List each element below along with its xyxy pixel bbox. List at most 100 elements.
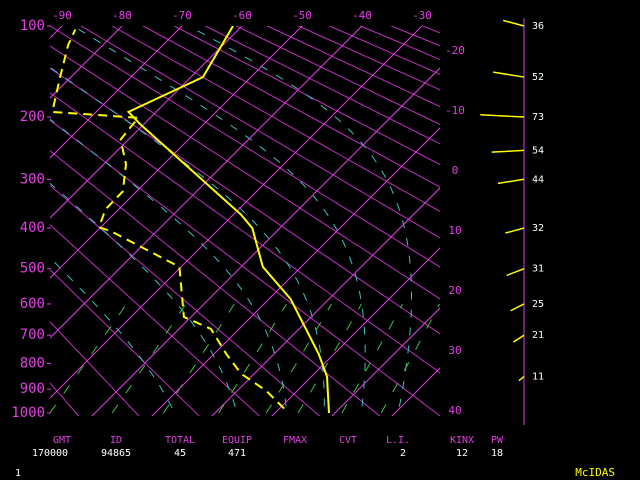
index-label: GMT [53, 435, 71, 446]
isotherm-label: -20 [445, 44, 465, 57]
index-label: L.I. [386, 435, 410, 446]
dry-adiabat [422, 14, 640, 425]
wind-barb [480, 114, 525, 118]
isotherm-label: -50 [292, 9, 312, 22]
wind-speed-label: 25 [532, 299, 544, 310]
wind-barb [518, 375, 525, 382]
y-tick-label: 400 [20, 220, 45, 236]
dewpoint-profile [51, 29, 285, 410]
dry-adiabat [80, 26, 440, 239]
index-label: PW [491, 435, 504, 446]
isotherm-label: 10 [448, 224, 461, 237]
index-label: FMAX [283, 435, 307, 446]
index-value: 45 [174, 448, 186, 459]
isotherm [50, 26, 423, 399]
isotherm [50, 26, 243, 219]
isotherm [50, 26, 63, 39]
y-tick-label: 500 [20, 261, 45, 277]
wind-speed-label: 54 [532, 145, 544, 156]
isotherm-label: 20 [448, 284, 461, 297]
isotherm [50, 26, 123, 99]
wind-speed-label: 32 [532, 223, 544, 234]
dry-adiabat [50, 150, 381, 416]
isotherm [50, 26, 303, 279]
dry-adiabat [50, 119, 440, 416]
isotherm [391, 367, 440, 416]
temperature-profile [126, 26, 330, 414]
dry-adiabat [142, 26, 440, 188]
isotherm-label: 40 [448, 404, 461, 417]
dry-adiabat [50, 92, 440, 374]
index-value: 94865 [101, 448, 131, 459]
isotherm [50, 26, 183, 159]
y-tick-label: 200 [20, 109, 45, 125]
moist-adiabat [73, 26, 366, 416]
wind-barb [513, 334, 525, 343]
wind-speed-label: 31 [532, 264, 544, 275]
dry-adiabat [50, 382, 80, 416]
isotherm-label: -30 [412, 9, 432, 22]
index-value: 2 [400, 448, 406, 459]
wind-speed-label: 11 [532, 372, 544, 383]
mixing-ratio-line [297, 303, 362, 414]
product-name: McIDAS [575, 466, 615, 479]
mixing-ratio-line [163, 303, 235, 414]
dry-adiabat [50, 321, 140, 416]
mixing-ratio-line [265, 303, 332, 414]
wind-speed-label: 73 [532, 112, 544, 123]
index-label: EQUIP [222, 435, 252, 446]
mixing-ratio-line [218, 303, 287, 414]
wind-barb [505, 227, 525, 234]
index-label: CVT [339, 435, 357, 446]
index-value: 18 [491, 448, 503, 459]
index-value: 12 [456, 448, 468, 459]
index-label: ID [110, 435, 122, 446]
wind-barb [502, 19, 525, 27]
dry-adiabat [204, 26, 440, 145]
index-value: 471 [228, 448, 246, 459]
wind-barb [506, 268, 525, 277]
dry-adiabat [297, 26, 440, 91]
page-number: 1 [15, 468, 21, 479]
dry-adiabat [173, 26, 440, 166]
isotherm [91, 67, 440, 416]
isotherm [151, 127, 440, 416]
isotherm [271, 247, 440, 416]
dry-adiabat [111, 26, 440, 213]
isotherm-label: -10 [445, 104, 465, 117]
wind-speed-label: 21 [532, 330, 544, 341]
isotherm-label: -70 [172, 9, 192, 22]
index-label: KINX [450, 435, 474, 446]
moist-adiabat [50, 257, 177, 416]
isotherm-label: 30 [448, 344, 461, 357]
isotherm-label: -80 [112, 9, 132, 22]
wind-speed-label: 44 [532, 174, 544, 185]
mixing-ratio-line [341, 303, 403, 414]
wind-barb [497, 178, 525, 185]
index-label: TOTAL [165, 435, 195, 446]
dry-adiabat [266, 26, 440, 108]
index-value: 170000 [32, 448, 68, 459]
wind-speed-label: 36 [532, 21, 544, 32]
y-tick-label: 1000 [11, 405, 45, 421]
dry-adiabat [50, 184, 321, 416]
dry-adiabat [359, 26, 440, 61]
y-tick-label: 800 [20, 355, 45, 371]
wind-barb [493, 71, 525, 78]
dry-adiabat [328, 26, 440, 75]
isotherm-label: -40 [352, 9, 372, 22]
wind-speed-label: 52 [532, 72, 544, 83]
wind-barb [510, 303, 525, 312]
isotherm-label: -60 [232, 9, 252, 22]
moist-adiabat [50, 182, 239, 416]
dry-adiabat [390, 26, 440, 47]
y-tick-label: 100 [20, 18, 45, 34]
dry-adiabat [50, 26, 440, 268]
moist-adiabat [50, 118, 288, 416]
mixing-ratio-line [380, 303, 440, 414]
y-tick-label: 700 [20, 327, 45, 343]
isotherm-label: -90 [52, 9, 72, 22]
isotherm [331, 307, 440, 416]
